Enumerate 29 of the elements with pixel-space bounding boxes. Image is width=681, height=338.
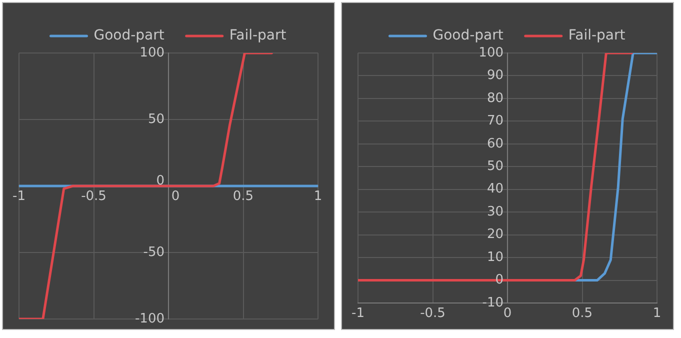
legend-label: Fail-part <box>229 28 287 44</box>
y-tick-label: 10 <box>486 250 504 265</box>
y-tick-label: 50 <box>486 159 504 174</box>
y-tick-label: 50 <box>148 112 164 127</box>
x-tick-label: -0.5 <box>81 188 106 204</box>
legend-label: Good-part <box>94 28 165 44</box>
y-tick-label: -50 <box>143 244 164 260</box>
x-tick-label: -1 <box>12 188 26 204</box>
y-tick-label: 70 <box>486 114 504 129</box>
y-tick-label: -10 <box>482 295 504 310</box>
y-tick-label: -100 <box>134 311 164 326</box>
y-tick-label: 0 <box>156 173 164 188</box>
y-tick-label: 30 <box>486 204 504 220</box>
x-tick-label: 0.5 <box>572 306 593 321</box>
y-tick-label: 80 <box>486 90 504 106</box>
y-tick-label: 20 <box>486 227 504 242</box>
x-tick-label: -0.5 <box>420 306 446 321</box>
x-tick-label: 1 <box>314 188 322 204</box>
y-tick-label: 100 <box>478 45 504 60</box>
y-tick-label: 90 <box>486 68 504 84</box>
legend-label: Fail-part <box>568 28 626 44</box>
x-tick-label: 1 <box>652 306 662 321</box>
y-tick-label: 40 <box>486 182 504 197</box>
legend-label: Good-part <box>432 28 504 44</box>
x-tick-label: 0.5 <box>232 188 254 204</box>
x-tick-label: -1 <box>352 306 364 321</box>
x-tick-label: 0 <box>171 188 180 204</box>
y-tick-label: 60 <box>486 136 504 152</box>
y-tick-label: 100 <box>140 45 164 60</box>
